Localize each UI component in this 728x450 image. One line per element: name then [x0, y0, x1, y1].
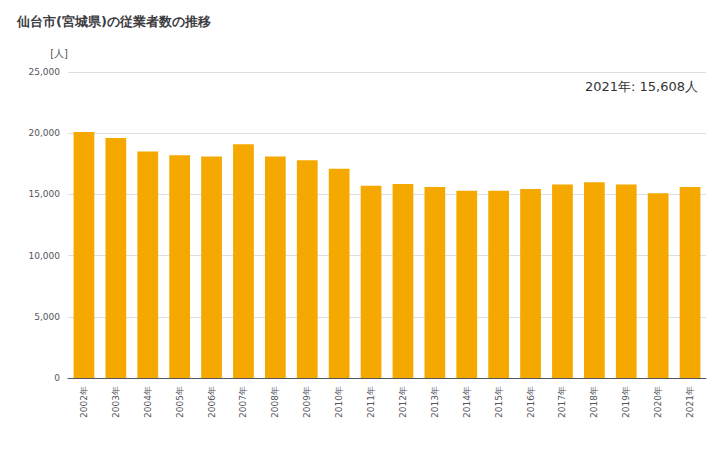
svg-text:2011年: 2011年	[366, 386, 376, 418]
svg-text:2020年: 2020年	[653, 386, 663, 418]
svg-text:2008年: 2008年	[270, 386, 280, 418]
svg-text:0: 0	[54, 373, 60, 383]
svg-text:2002年: 2002年	[79, 386, 89, 418]
svg-text:5,000: 5,000	[34, 312, 60, 322]
svg-text:2007年: 2007年	[238, 386, 248, 418]
svg-text:2012年: 2012年	[398, 386, 408, 418]
svg-text:2021年: 2021年	[685, 386, 695, 418]
svg-text:2019年: 2019年	[621, 386, 631, 418]
svg-text:2016年: 2016年	[526, 386, 536, 418]
svg-text:2006年: 2006年	[207, 386, 217, 418]
svg-text:15,000: 15,000	[29, 189, 61, 199]
svg-text:2017年: 2017年	[557, 386, 567, 418]
svg-text:2010年: 2010年	[334, 386, 344, 418]
svg-text:2018年: 2018年	[589, 386, 599, 418]
svg-text:2004年: 2004年	[143, 386, 153, 418]
svg-text:[人]: [人]	[50, 48, 68, 59]
svg-text:2013年: 2013年	[430, 386, 440, 418]
svg-text:25,000: 25,000	[29, 67, 61, 77]
svg-text:2021年: 15,608人: 2021年: 15,608人	[585, 79, 698, 94]
svg-text:2005年: 2005年	[175, 386, 185, 418]
svg-text:20,000: 20,000	[29, 128, 61, 138]
svg-text:10,000: 10,000	[29, 251, 61, 261]
svg-text:仙台市(宮城県)の従業者数の推移: 仙台市(宮城県)の従業者数の推移	[16, 14, 211, 29]
svg-text:2009年: 2009年	[302, 386, 312, 418]
svg-text:2003年: 2003年	[111, 386, 121, 418]
svg-text:2014年: 2014年	[462, 386, 472, 418]
svg-text:2015年: 2015年	[494, 386, 504, 418]
